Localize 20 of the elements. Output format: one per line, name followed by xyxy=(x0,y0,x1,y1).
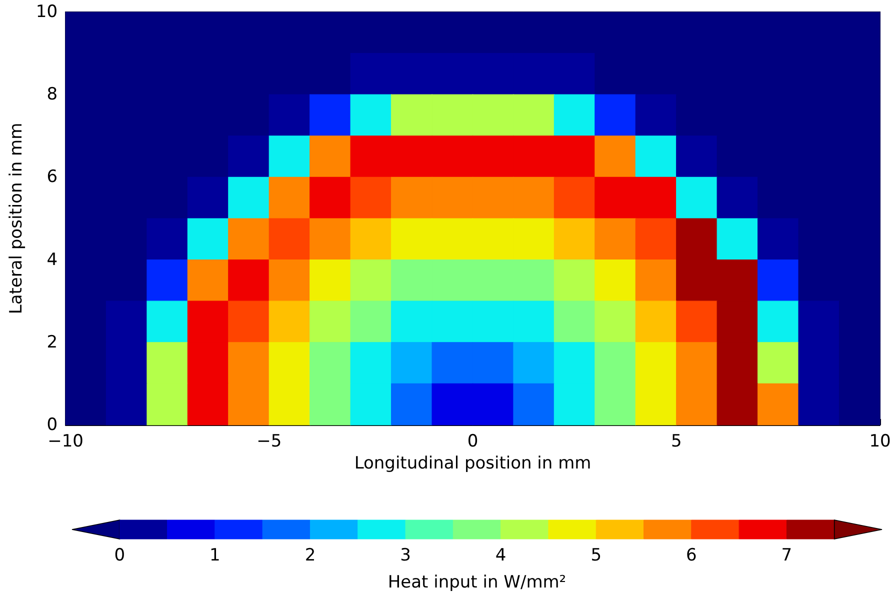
y-tick-label: 6 xyxy=(46,167,58,188)
color-bar-label: 1 xyxy=(210,546,220,566)
x-tick-label: 5 xyxy=(670,432,682,452)
color-bar-label: 7 xyxy=(781,546,792,566)
y-tick-label: 2 xyxy=(46,332,58,352)
y-axis-title: Lateral position in mm xyxy=(6,122,26,314)
color-bar-label: 6 xyxy=(686,546,697,566)
color-bar-title: Heat input in W/mm² xyxy=(388,572,566,592)
x-axis-title: Longitudinal position in mm xyxy=(354,454,592,474)
color-bar-label: 4 xyxy=(495,546,506,566)
x-tick-label: 0 xyxy=(467,432,478,452)
color-bar-label: 5 xyxy=(590,546,602,566)
y-tick-label: 10 xyxy=(36,2,58,22)
x-tick-label: −5 xyxy=(256,432,282,452)
y-tick-label: 8 xyxy=(46,84,58,105)
color-bar-label: 0 xyxy=(114,546,126,566)
y-tick-label: 4 xyxy=(46,250,58,270)
color-bar-label: 3 xyxy=(400,546,411,566)
x-tick-label: 10 xyxy=(869,432,891,452)
color-bar-label: 2 xyxy=(304,546,316,566)
